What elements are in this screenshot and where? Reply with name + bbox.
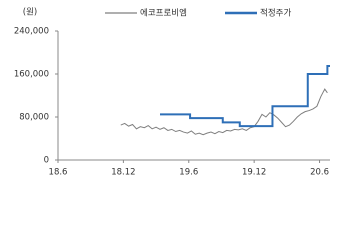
legend-label: 에코프로비엠 — [140, 8, 187, 19]
series-line — [160, 64, 330, 128]
x-tick-label: 19.6 — [179, 168, 198, 178]
chart: (원) 0 80,000 160,000 240,000 18.6 18.12 19.6 19… — [14, 8, 330, 178]
x-tick-label: 20.6 — [310, 168, 329, 178]
y-tick-label: 240,000 — [14, 27, 49, 37]
y-tick-label: 80,000 — [19, 113, 49, 123]
legend-label: 적정주가 — [260, 8, 291, 19]
y-tick-label: 160,000 — [14, 70, 49, 80]
y-axis-label: (원) — [23, 8, 37, 18]
x-tick-label: 19.12 — [242, 168, 266, 178]
x-tick-label: 18.6 — [49, 168, 68, 178]
y-tick-label: 0 — [44, 156, 49, 166]
series-line — [120, 88, 328, 136]
x-tick-label: 18.12 — [111, 168, 135, 178]
